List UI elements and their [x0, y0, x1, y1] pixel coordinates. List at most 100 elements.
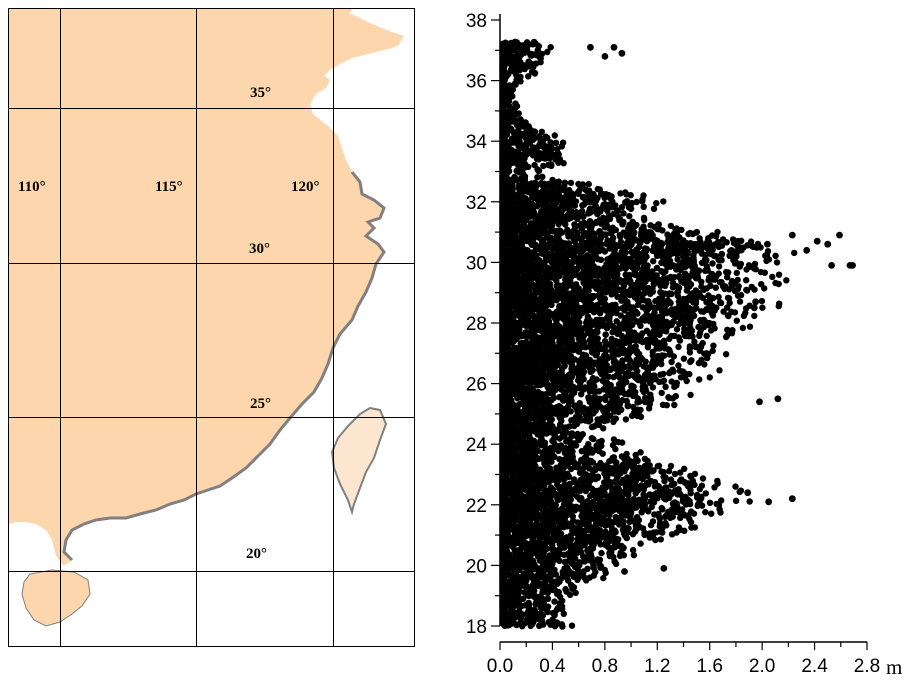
scatter-point: [642, 456, 648, 462]
scatter-point: [523, 339, 529, 345]
scatter-point: [704, 333, 710, 339]
scatter-point: [723, 351, 729, 357]
scatter-point: [718, 497, 724, 503]
scatter-point: [597, 460, 603, 466]
scatter-point: [623, 416, 629, 422]
scatter-point: [687, 392, 693, 398]
scatter-point: [593, 395, 599, 401]
scatter-point: [644, 328, 650, 334]
scatter-point: [599, 438, 605, 444]
scatter-point: [699, 483, 705, 489]
scatter-point: [551, 598, 557, 604]
scatter-point: [708, 511, 714, 517]
scatter-point: [606, 517, 612, 523]
scatter-point: [584, 566, 590, 572]
scatter-point: [657, 289, 663, 295]
scatter-point: [662, 384, 668, 390]
scatter-point: [668, 333, 674, 339]
scatter-point: [692, 471, 698, 477]
scatter-point: [596, 317, 602, 323]
scatter-point: [598, 550, 604, 556]
scatter-point: [747, 324, 753, 330]
scatter-point: [619, 397, 625, 403]
lat-label-30: 30°: [249, 241, 270, 257]
scatter-point: [535, 389, 541, 395]
scatter-point: [688, 357, 694, 363]
scatter-point: [681, 466, 687, 472]
scatter-point: [740, 325, 746, 331]
scatter-point: [703, 350, 709, 356]
scatter-point: [650, 518, 656, 524]
scatter-point: [563, 565, 569, 571]
scatter-point: [603, 332, 609, 338]
scatter-point: [663, 484, 669, 490]
scatter-point: [569, 623, 575, 629]
scatter-point: [602, 529, 608, 535]
scatter-point: [715, 294, 721, 300]
scatter-point: [759, 298, 765, 304]
scatter-point: [733, 498, 739, 504]
scatter-point: [562, 586, 568, 592]
scatter-point: [680, 368, 686, 374]
scatter-point: [668, 463, 674, 469]
lat-label-20: 20°: [246, 546, 267, 562]
scatter-point: [630, 547, 636, 553]
scatter-point: [623, 451, 629, 457]
scatter-point: [776, 301, 782, 307]
scatter-point: [700, 340, 706, 346]
scatter-point: [687, 343, 693, 349]
scatter-point: [694, 492, 700, 498]
scatter-point: [660, 402, 666, 408]
scatter-point: [577, 400, 583, 406]
scatter-point: [700, 475, 706, 481]
scatter-point: [672, 499, 678, 505]
scatter-point: [743, 287, 749, 293]
scatter-point: [716, 367, 722, 373]
scatter-point: [611, 454, 617, 460]
scatter-point: [732, 483, 738, 489]
scatter-point: [658, 536, 664, 542]
scatter-point: [734, 318, 740, 324]
scatter-point: [585, 394, 591, 400]
scatter-point: [689, 333, 695, 339]
scatter-point: [651, 372, 657, 378]
scatter-point: [638, 297, 644, 303]
lon-label-110: 110°: [18, 179, 46, 195]
scatter-point: [580, 431, 586, 437]
scatter-point: [680, 296, 686, 302]
lat-label-35: 35°: [250, 85, 271, 101]
lon-label-120: 120°: [291, 179, 320, 195]
scatter-point: [707, 374, 713, 380]
scatter-point: [738, 488, 744, 494]
scatter-point: [594, 416, 600, 422]
scatter-point: [686, 371, 692, 377]
scatter-point: [563, 424, 569, 430]
region-map: 110° 115° 120° 35° 30° 25° 20°: [0, 0, 430, 687]
scatter-point: [659, 505, 665, 511]
scatter-point: [678, 476, 684, 482]
scatter-point: [637, 540, 643, 546]
scatter-point: [569, 430, 575, 436]
scatter-point: [696, 376, 702, 382]
scatter-point: [693, 287, 699, 293]
scatter-point: [568, 354, 574, 360]
scatter-point: [668, 291, 674, 297]
scatter-point: [668, 359, 674, 365]
scatter-point: [624, 474, 630, 480]
scatter-point: [714, 478, 720, 484]
scatter-point: [673, 393, 679, 399]
scatter-point: [759, 305, 765, 311]
scatter-point: [633, 343, 639, 349]
scatter-point: [585, 441, 591, 447]
scatter-point: [655, 463, 661, 469]
scatter-point: [729, 327, 735, 333]
scatter-point: [705, 292, 711, 298]
scatter-point: [590, 375, 596, 381]
scatter-point: [707, 500, 713, 506]
scatter-point: [710, 343, 716, 349]
scatter-point: [671, 402, 677, 408]
scatter-point: [695, 324, 701, 330]
scatter-point: [612, 302, 618, 308]
scatter-point: [637, 449, 643, 455]
